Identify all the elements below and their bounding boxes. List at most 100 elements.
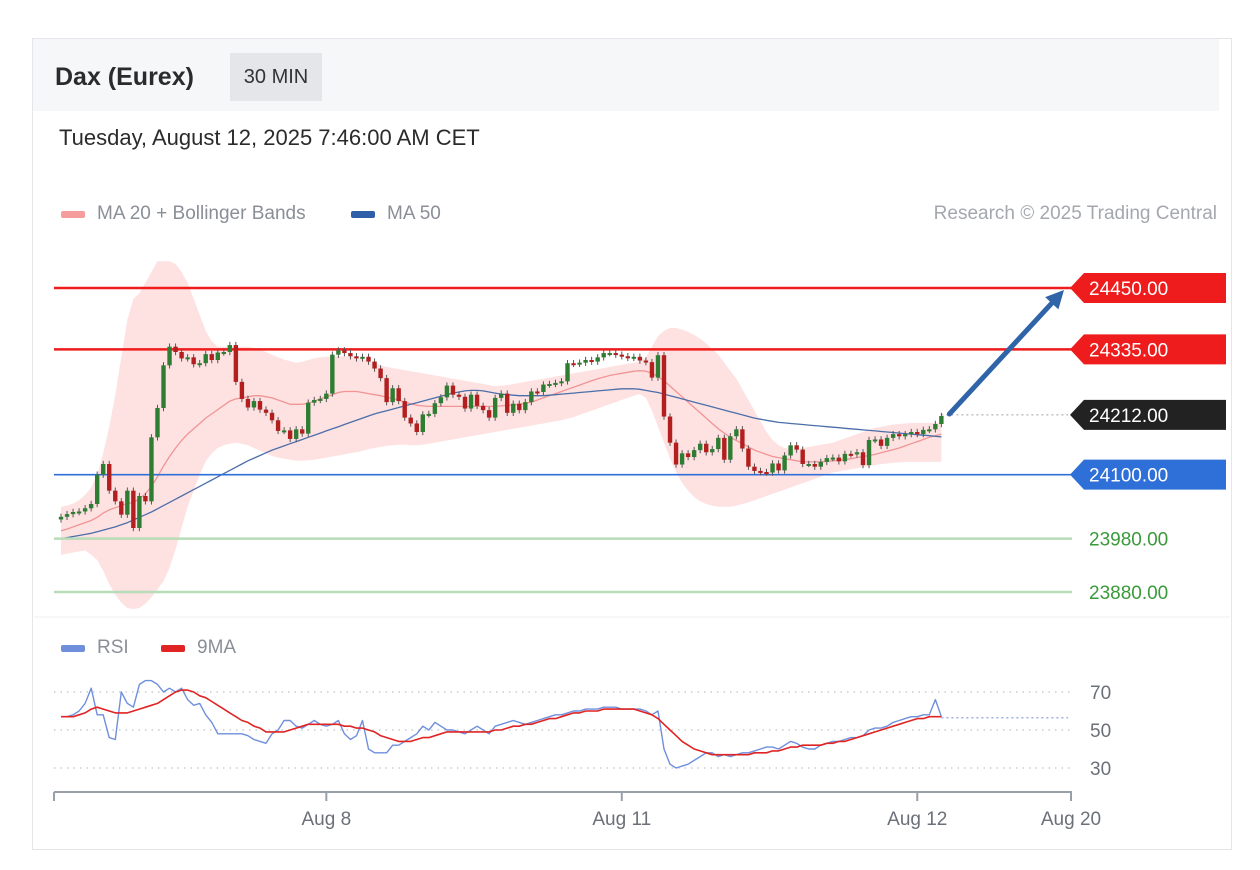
candle — [287, 430, 293, 439]
candle — [444, 385, 450, 398]
candle — [939, 416, 944, 424]
candle — [64, 514, 70, 517]
candle — [794, 445, 799, 450]
candle — [462, 396, 468, 409]
candle — [300, 429, 305, 434]
candle — [691, 450, 697, 458]
legend-rsi: RSI — [61, 637, 129, 659]
candle — [836, 457, 842, 462]
candle — [480, 405, 486, 411]
candle — [848, 453, 854, 456]
candle — [511, 403, 516, 413]
candle — [818, 461, 823, 467]
level-tag-0 — [1070, 273, 1226, 303]
candle — [752, 466, 757, 471]
candle — [119, 501, 124, 515]
candle — [529, 391, 534, 403]
candle — [734, 429, 739, 437]
candle — [143, 496, 148, 502]
candle — [408, 417, 413, 424]
candle — [583, 360, 588, 363]
legend-rsi-ma: 9MA — [161, 637, 236, 659]
candle — [860, 452, 866, 466]
candle — [517, 403, 522, 411]
candle — [257, 401, 263, 410]
candle — [131, 490, 136, 528]
candle — [553, 382, 558, 385]
candle — [82, 508, 88, 512]
candle — [486, 410, 492, 418]
candle — [161, 365, 166, 408]
candle — [227, 345, 233, 352]
rsi-ma-label: 9MA — [197, 637, 237, 658]
candle — [239, 381, 245, 399]
candle — [577, 362, 582, 365]
candle — [595, 357, 600, 362]
candle — [58, 516, 64, 520]
candle — [842, 453, 848, 462]
candle — [661, 355, 667, 417]
candle — [281, 430, 287, 433]
candle — [746, 448, 751, 467]
candle — [360, 356, 365, 359]
level-tag-1 — [1070, 334, 1226, 365]
candle — [179, 352, 184, 359]
candle — [342, 350, 347, 354]
candle — [800, 449, 805, 464]
candle — [728, 436, 733, 460]
chart-header: Dax (Eurex) 30 MIN — [33, 39, 1219, 111]
candle — [824, 458, 830, 462]
candle — [330, 354, 335, 394]
candle — [215, 352, 220, 360]
candle — [679, 453, 685, 465]
candle — [269, 412, 275, 421]
candle — [324, 393, 329, 399]
candle — [812, 464, 817, 467]
candle — [601, 353, 606, 358]
candle — [137, 496, 142, 528]
candle — [275, 420, 281, 431]
candle — [354, 356, 359, 359]
candle — [571, 363, 576, 366]
candle — [607, 353, 612, 356]
candle — [909, 432, 914, 435]
candle — [878, 439, 884, 446]
candle — [336, 350, 341, 355]
forecast-arrow-head — [1045, 290, 1064, 310]
candle — [94, 474, 100, 504]
candle — [125, 490, 130, 515]
ma50-label: MA 50 — [387, 203, 441, 224]
x-tick-label: Aug 11 — [592, 809, 651, 830]
ma50-swatch — [351, 210, 375, 218]
legend-ma50: MA 50 — [351, 203, 441, 225]
candle — [872, 439, 878, 442]
candle — [76, 511, 82, 514]
candle — [318, 398, 323, 401]
level-label-4: 23980.00 — [1089, 530, 1168, 551]
candle — [505, 393, 510, 413]
candle — [649, 362, 655, 378]
rsi-swatch — [61, 644, 85, 652]
candle — [456, 394, 462, 397]
candle — [107, 464, 112, 491]
candle — [372, 361, 377, 369]
candle — [348, 353, 353, 357]
candle — [764, 472, 769, 474]
candle — [426, 413, 432, 416]
level-label-1: 24335.00 — [1089, 340, 1168, 361]
candle — [70, 512, 76, 515]
candle — [613, 353, 618, 356]
candle — [209, 354, 214, 360]
candle — [903, 434, 908, 437]
candle — [619, 354, 624, 357]
candle — [884, 437, 890, 446]
candle — [866, 440, 872, 466]
timeframe-button[interactable]: 30 MIN — [230, 53, 322, 101]
rsi-label: RSI — [97, 637, 129, 658]
candle — [197, 363, 202, 366]
candle — [402, 401, 407, 418]
candle — [637, 356, 643, 361]
candle — [474, 394, 480, 406]
candle — [667, 416, 673, 443]
candle — [366, 356, 371, 362]
